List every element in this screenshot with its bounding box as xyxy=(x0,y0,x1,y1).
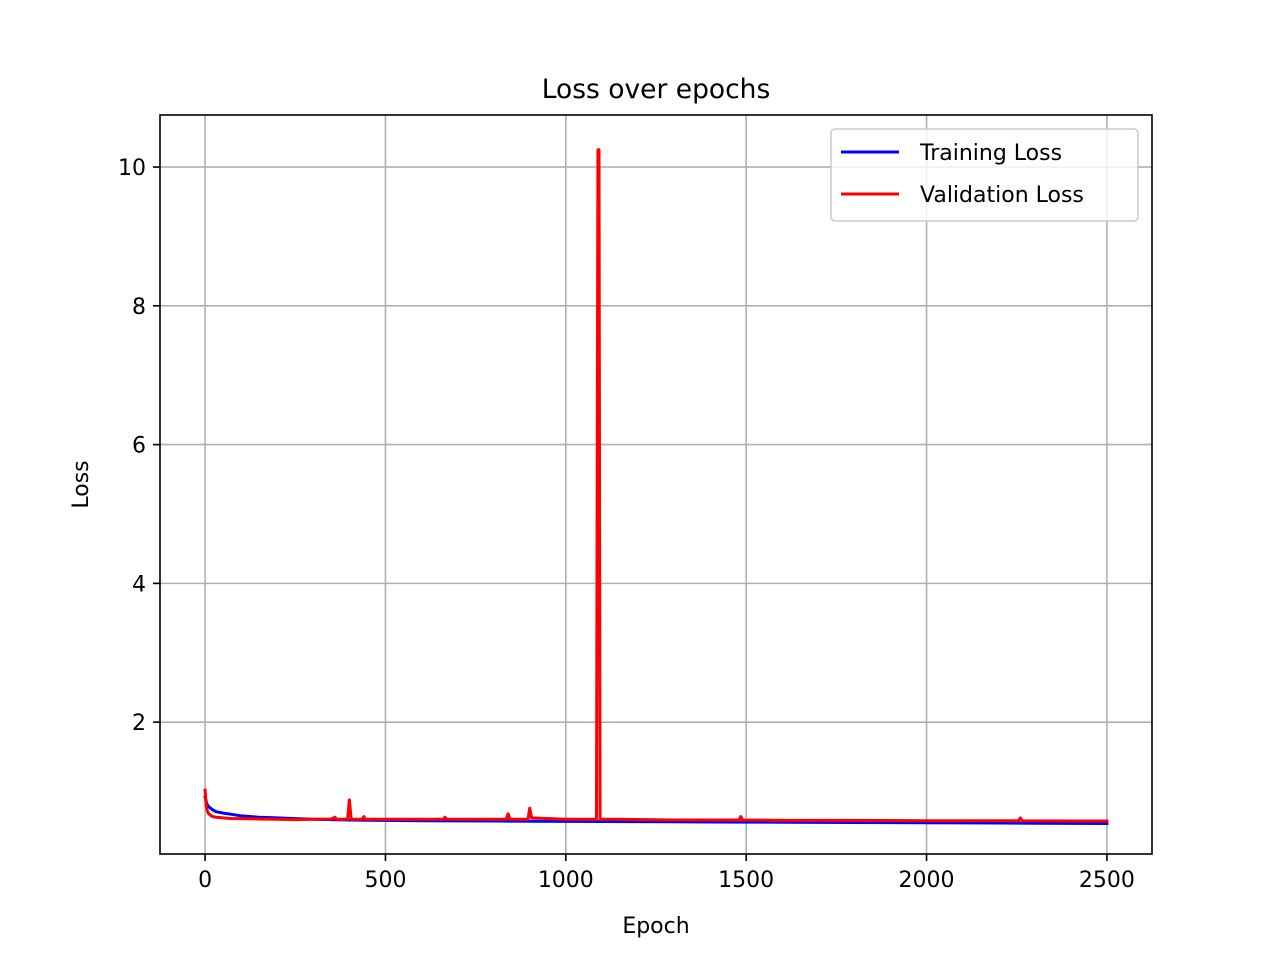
legend: Training Loss Validation Loss xyxy=(830,128,1139,222)
x-tick-label: 2000 xyxy=(899,868,955,893)
series-lines xyxy=(203,148,1109,825)
y-tick-label: 4 xyxy=(132,572,146,597)
legend-label: Training Loss xyxy=(919,141,1062,166)
y-tick-label: 2 xyxy=(132,711,146,736)
y-axis-label: Loss xyxy=(69,460,94,508)
x-tick-label: 1500 xyxy=(718,868,774,893)
series-line-training-loss xyxy=(203,795,1109,825)
y-tick-label: 6 xyxy=(132,434,146,459)
x-tick-label: 0 xyxy=(198,868,212,893)
legend-box xyxy=(830,128,1139,222)
series-line-validation-loss xyxy=(203,148,1109,823)
x-tick-label: 2500 xyxy=(1079,868,1135,893)
chart-title: Loss over epochs xyxy=(542,74,771,105)
legend-label: Validation Loss xyxy=(920,183,1084,208)
ticks: 0 500 1000 1500 2000 2500 2 4 6 8 10 xyxy=(118,156,1135,893)
x-tick-label: 500 xyxy=(364,868,406,893)
x-tick-label: 1000 xyxy=(538,868,594,893)
y-tick-label: 8 xyxy=(132,295,146,320)
x-axis-label: Epoch xyxy=(622,914,689,939)
plot-frame xyxy=(159,114,1153,855)
y-tick-label: 10 xyxy=(118,156,146,181)
